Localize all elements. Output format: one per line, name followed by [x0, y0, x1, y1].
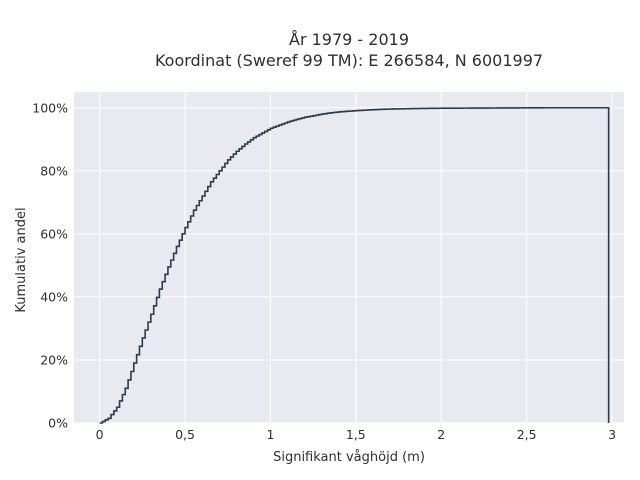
x-tick-label: 0: [96, 427, 104, 442]
plot-area: [74, 92, 624, 423]
y-tick-label: 40%: [40, 289, 68, 304]
x-tick-label: 1,5: [346, 427, 366, 442]
x-tick-label: 1: [266, 427, 274, 442]
x-tick-label: 3: [608, 427, 616, 442]
x-axis-label: Signifikant våghöjd (m): [273, 450, 425, 465]
x-tick-label: 2,5: [517, 427, 537, 442]
x-tick-label: 2: [437, 427, 445, 442]
y-axis-label: Kumulativ andel: [14, 207, 29, 312]
y-tick-label: 60%: [40, 226, 68, 241]
chart-title-line-1: År 1979 - 2019: [289, 30, 409, 49]
series-line-cumulative: [99, 106, 610, 424]
y-tick-label: 20%: [40, 352, 68, 367]
x-tick-label: 0,5: [175, 427, 195, 442]
y-tick-label: 100%: [32, 100, 68, 115]
y-tick-label: 0%: [48, 416, 68, 431]
tick-labels: 0 0,5 1 1,5 2 2,5 3 0% 20% 40% 60% 80% 100%: [32, 100, 616, 442]
y-tick-label: 80%: [40, 163, 68, 178]
chart-title-line-2: Koordinat (Sweref 99 TM): E 266584, N 60…: [155, 51, 543, 70]
